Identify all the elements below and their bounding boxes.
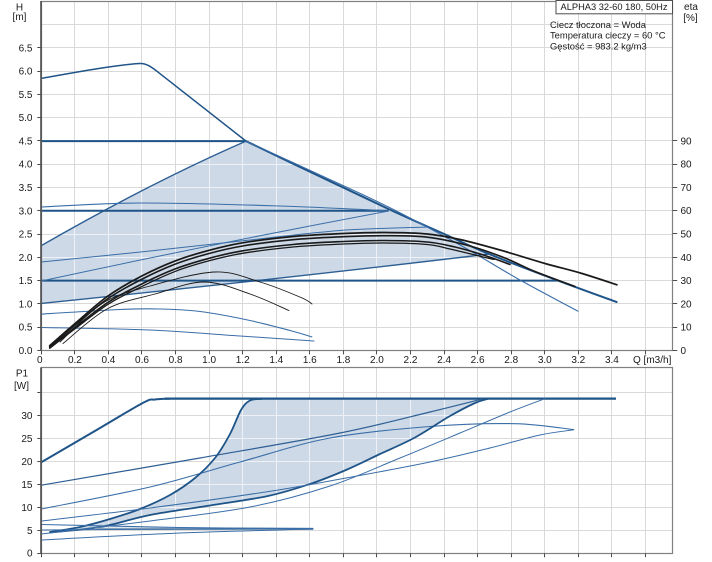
svg-text:Ciecz tłoczona = Woda: Ciecz tłoczona = Woda: [550, 19, 647, 30]
svg-text:0: 0: [37, 355, 43, 366]
svg-text:2.8: 2.8: [504, 355, 518, 366]
svg-text:0: 0: [681, 346, 687, 357]
svg-text:3.2: 3.2: [571, 355, 585, 366]
svg-text:3.0: 3.0: [538, 355, 552, 366]
svg-text:1.2: 1.2: [236, 355, 250, 366]
svg-text:20: 20: [681, 299, 693, 310]
svg-text:[%]: [%]: [683, 13, 698, 24]
svg-text:80: 80: [681, 160, 693, 171]
svg-text:0.8: 0.8: [169, 355, 183, 366]
svg-text:6.5: 6.5: [19, 43, 33, 54]
svg-text:2.6: 2.6: [471, 355, 485, 366]
svg-text:0.2: 0.2: [68, 355, 82, 366]
svg-text:15: 15: [21, 480, 33, 491]
svg-text:90: 90: [681, 136, 693, 147]
svg-text:1.0: 1.0: [19, 299, 33, 310]
svg-text:eta: eta: [684, 2, 698, 13]
svg-text:2.5: 2.5: [19, 230, 33, 241]
svg-text:5.5: 5.5: [19, 90, 33, 101]
svg-text:2.2: 2.2: [404, 355, 418, 366]
svg-text:Q [m3/h]: Q [m3/h]: [633, 355, 672, 366]
svg-text:[W]: [W]: [14, 381, 29, 392]
svg-text:2.4: 2.4: [437, 355, 451, 366]
svg-text:Gęstość = 983.2 kg/m3: Gęstość = 983.2 kg/m3: [550, 40, 647, 51]
svg-text:3.0: 3.0: [19, 206, 33, 217]
svg-text:50: 50: [681, 230, 693, 241]
svg-text:5: 5: [27, 526, 33, 537]
svg-text:25: 25: [21, 434, 33, 445]
svg-text:1.4: 1.4: [269, 355, 283, 366]
svg-text:0.0: 0.0: [19, 346, 33, 357]
svg-text:0.5: 0.5: [19, 323, 33, 334]
svg-text:5.0: 5.0: [19, 113, 33, 124]
svg-text:1.8: 1.8: [336, 355, 350, 366]
svg-text:6.0: 6.0: [19, 67, 33, 78]
svg-text:4.5: 4.5: [19, 137, 33, 148]
svg-text:40: 40: [681, 253, 693, 264]
svg-text:2.0: 2.0: [19, 253, 33, 264]
svg-text:3.4: 3.4: [605, 355, 619, 366]
svg-text:1.0: 1.0: [202, 355, 216, 366]
svg-text:0.4: 0.4: [101, 355, 115, 366]
svg-text:10: 10: [21, 503, 33, 514]
svg-text:70: 70: [681, 183, 693, 194]
svg-text:30: 30: [21, 411, 33, 422]
svg-text:1.6: 1.6: [303, 355, 317, 366]
svg-text:P1: P1: [16, 369, 29, 380]
svg-text:60: 60: [681, 206, 693, 217]
svg-text:10: 10: [681, 323, 693, 334]
svg-text:[m]: [m]: [13, 12, 27, 23]
svg-text:Temperatura cieczy = 60 °C: Temperatura cieczy = 60 °C: [550, 30, 666, 41]
svg-text:30: 30: [681, 276, 693, 287]
svg-text:H: H: [16, 3, 23, 14]
svg-text:0: 0: [27, 549, 33, 560]
svg-text:4.0: 4.0: [19, 160, 33, 171]
svg-text:2.0: 2.0: [370, 355, 384, 366]
svg-text:20: 20: [21, 457, 33, 468]
svg-text:3.5: 3.5: [19, 183, 33, 194]
svg-text:ALPHA3 32-60 180, 50Hz: ALPHA3 32-60 180, 50Hz: [561, 2, 668, 12]
svg-text:0.6: 0.6: [135, 355, 149, 366]
svg-text:1.5: 1.5: [19, 276, 33, 287]
